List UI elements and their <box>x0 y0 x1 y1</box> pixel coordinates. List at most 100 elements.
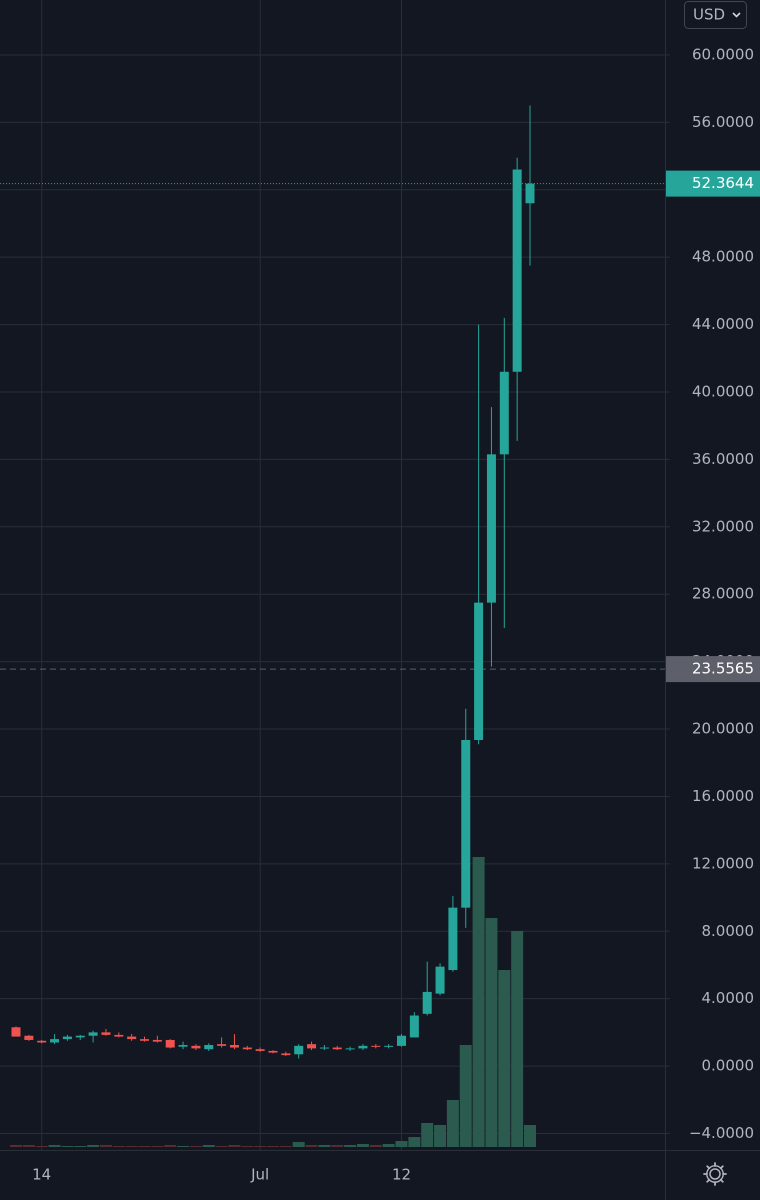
y-tick-label: 4.0000 <box>702 989 755 1007</box>
candle-body <box>448 907 458 971</box>
volume-bar <box>434 1125 447 1147</box>
candle-body <box>461 739 471 908</box>
axis-layer: −4.0000 0.0000 4.0000 8.0000 12.0000 16.0000 2… <box>32 45 760 1184</box>
candle-body <box>242 1047 252 1050</box>
volume-bar <box>241 1146 254 1147</box>
price-label: 52.3644 <box>692 174 754 192</box>
volume-bar <box>22 1145 35 1147</box>
candle-body <box>486 454 496 603</box>
candle-body <box>435 966 445 994</box>
candle-body <box>152 1039 162 1042</box>
x-tick-label: Jul <box>250 1166 269 1184</box>
volume-bar <box>408 1137 421 1147</box>
x-tick-label: 12 <box>392 1166 411 1184</box>
candle-body <box>358 1045 368 1049</box>
candle-body <box>307 1044 317 1049</box>
volume-bar <box>87 1145 100 1147</box>
y-tick-label: 32.0000 <box>692 517 754 535</box>
x-tick-label: 14 <box>32 1166 51 1184</box>
candle-body <box>165 1039 175 1048</box>
currency-button[interactable]: USD <box>684 1 747 29</box>
volume-bar <box>48 1145 61 1147</box>
volume-bar <box>189 1146 202 1147</box>
candle-body <box>268 1050 278 1053</box>
volume-bar <box>292 1142 305 1147</box>
candle-body <box>384 1045 394 1047</box>
candle-body <box>525 183 535 204</box>
volume-layer <box>10 857 536 1147</box>
volume-bar <box>228 1145 241 1147</box>
y-tick-label: 48.0000 <box>692 248 754 266</box>
grid <box>0 0 665 1150</box>
candle-body <box>397 1035 406 1046</box>
candle-body <box>191 1045 201 1049</box>
volume-bar <box>498 970 511 1147</box>
y-tick-label: 36.0000 <box>692 450 754 468</box>
volume-bar <box>125 1146 138 1147</box>
candle-body <box>62 1036 72 1040</box>
volume-bar <box>395 1141 408 1147</box>
volume-bar <box>472 857 485 1147</box>
candle-body <box>422 991 432 1014</box>
currency-label[interactable]: USD <box>693 6 725 24</box>
price-label-box <box>666 656 760 683</box>
volume-bar <box>10 1145 22 1147</box>
y-tick-label: −4.0000 <box>689 1124 754 1142</box>
volume-bar <box>382 1144 395 1147</box>
volume-bar <box>61 1146 74 1147</box>
candle-body <box>178 1045 188 1047</box>
settings-button[interactable] <box>703 1162 727 1186</box>
y-tick-label: 28.0000 <box>692 585 754 603</box>
candle-body <box>512 169 522 372</box>
candle-body <box>24 1035 34 1040</box>
volume-bar <box>485 918 498 1147</box>
y-tick-label: 44.0000 <box>692 315 754 333</box>
y-tick-label: 12.0000 <box>692 854 754 872</box>
candle-body <box>140 1039 149 1041</box>
volume-bar <box>177 1146 190 1147</box>
y-tick-label: 56.0000 <box>692 113 754 131</box>
candle-body <box>371 1045 381 1047</box>
candle-body <box>229 1045 239 1048</box>
volume-bar <box>305 1145 318 1147</box>
candle-body <box>204 1045 214 1050</box>
volume-bar <box>99 1145 112 1147</box>
volume-bar <box>35 1146 48 1147</box>
candle-body <box>50 1039 60 1043</box>
candle-body <box>101 1032 111 1035</box>
volume-bar <box>164 1145 177 1147</box>
candle-body <box>409 1015 419 1038</box>
y-tick-label: 60.0000 <box>692 45 754 63</box>
volume-bar <box>254 1146 267 1147</box>
y-tick-label: 40.0000 <box>692 382 754 400</box>
gear-teeth[interactable] <box>703 1162 727 1186</box>
gear-hub[interactable] <box>709 1168 721 1180</box>
candle-body <box>11 1027 21 1037</box>
y-tick-label: 0.0000 <box>702 1057 755 1075</box>
candle-body <box>255 1049 265 1051</box>
volume-bar <box>138 1146 151 1147</box>
y-tick-label: 20.0000 <box>692 720 754 738</box>
candle-body <box>499 371 509 455</box>
candle-body <box>281 1053 291 1056</box>
currency-button-frame[interactable] <box>684 1 747 29</box>
candle-body <box>345 1048 355 1050</box>
volume-bar <box>356 1144 369 1147</box>
gear-rim[interactable] <box>706 1165 724 1183</box>
volume-bar <box>215 1146 228 1147</box>
volume-bar <box>421 1123 434 1147</box>
volume-bar <box>151 1146 164 1147</box>
chevron-icon[interactable] <box>732 12 741 18</box>
volume-bar <box>344 1145 357 1147</box>
candle-body <box>75 1035 85 1038</box>
price-label: 23.5565 <box>692 660 754 678</box>
volume-bar <box>524 1125 536 1147</box>
candle-body <box>319 1047 329 1049</box>
volume-bar <box>369 1145 382 1147</box>
candle-body <box>332 1047 342 1050</box>
candle-body <box>294 1045 304 1055</box>
candle-body <box>127 1036 137 1040</box>
